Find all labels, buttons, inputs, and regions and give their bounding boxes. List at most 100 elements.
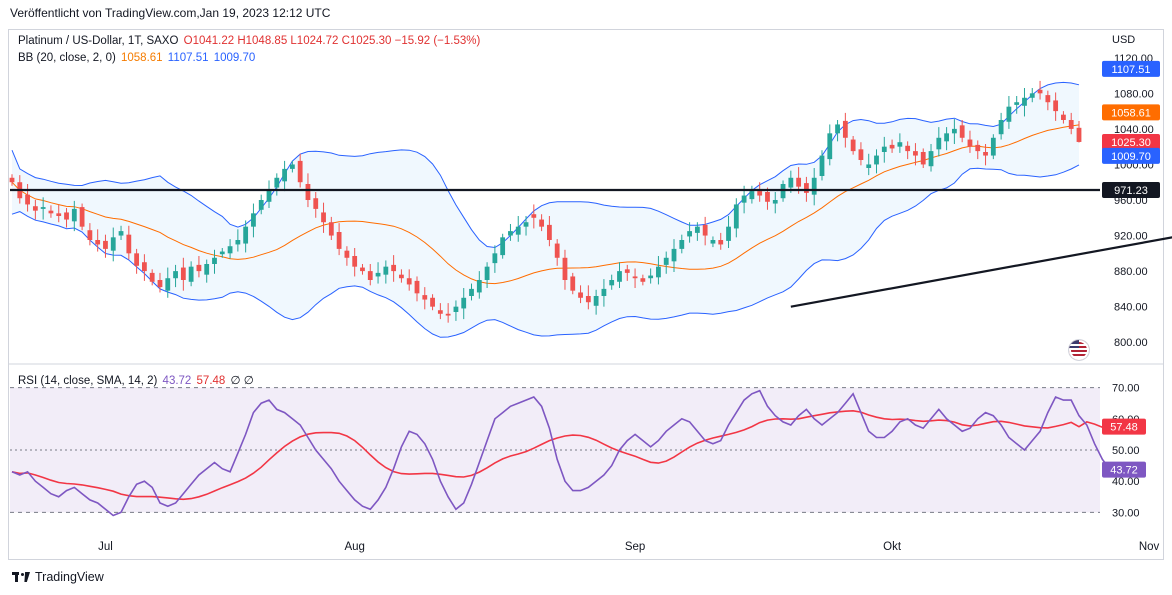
candle-body[interactable] — [360, 267, 365, 272]
candle-body[interactable] — [422, 295, 428, 300]
candle-body[interactable] — [95, 240, 101, 245]
candle-body[interactable] — [274, 177, 280, 188]
candle-body[interactable] — [546, 224, 552, 240]
candle-body[interactable] — [1076, 127, 1082, 142]
candle-body[interactable] — [103, 240, 108, 249]
candle-body[interactable] — [227, 246, 233, 254]
candle-body[interactable] — [375, 272, 381, 277]
candle-body[interactable] — [476, 280, 482, 293]
candle-body[interactable] — [515, 226, 521, 235]
candle-body[interactable] — [702, 224, 708, 236]
candle-body[interactable] — [975, 144, 981, 152]
candle-body[interactable] — [64, 212, 69, 220]
candle-body[interactable] — [811, 177, 817, 195]
candle-body[interactable] — [321, 212, 326, 223]
candle-body[interactable] — [492, 253, 498, 264]
candle-body[interactable] — [87, 230, 93, 240]
candle-body[interactable] — [399, 274, 404, 279]
candle-body[interactable] — [1037, 89, 1043, 94]
candle-body[interactable] — [578, 292, 583, 298]
candle-body[interactable] — [157, 280, 163, 288]
candle-body[interactable] — [180, 267, 186, 280]
candle-body[interactable] — [663, 257, 669, 265]
candle-body[interactable] — [1014, 102, 1020, 105]
candle-body[interactable] — [212, 257, 217, 264]
candle-body[interactable] — [944, 133, 949, 142]
candle-body[interactable] — [749, 191, 755, 200]
candle-body[interactable] — [1053, 100, 1059, 112]
candle-body[interactable] — [936, 137, 942, 150]
candle-body[interactable] — [453, 306, 459, 312]
candle-body[interactable] — [687, 231, 692, 237]
candle-body[interactable] — [741, 195, 747, 203]
candle-body[interactable] — [842, 120, 848, 138]
candle-body[interactable] — [889, 144, 895, 149]
candle-body[interactable] — [266, 189, 272, 202]
candle-body[interactable] — [71, 208, 77, 222]
candle-body[interactable] — [648, 275, 654, 279]
candle-body[interactable] — [656, 266, 661, 278]
candle-body[interactable] — [679, 240, 685, 249]
candle-body[interactable] — [827, 133, 833, 160]
bb-upper-line[interactable] — [11, 81, 1080, 249]
candle-body[interactable] — [297, 160, 303, 183]
rsi-line[interactable] — [11, 389, 1111, 517]
candle-body[interactable] — [632, 276, 638, 279]
candle-body[interactable] — [983, 152, 988, 156]
candle-body[interactable] — [32, 206, 38, 211]
candle-body[interactable] — [25, 194, 30, 205]
candle-body[interactable] — [710, 240, 716, 244]
candle-body[interactable] — [804, 183, 809, 193]
candle-body[interactable] — [383, 266, 389, 275]
candle-body[interactable] — [523, 222, 529, 227]
candle-body[interactable] — [445, 313, 451, 316]
candle-body[interactable] — [48, 210, 54, 214]
candle-body[interactable] — [126, 234, 132, 254]
candle-body[interactable] — [500, 237, 506, 256]
candle-body[interactable] — [142, 262, 147, 272]
candle-body[interactable] — [430, 297, 435, 307]
candle-body[interactable] — [733, 204, 739, 229]
candle-body[interactable] — [313, 198, 319, 209]
candle-body[interactable] — [718, 240, 724, 245]
candle-body[interactable] — [110, 237, 116, 251]
candle-body[interactable] — [772, 200, 778, 204]
candle-body[interactable] — [998, 120, 1004, 135]
us-flag-icon[interactable] — [1069, 340, 1089, 360]
candle-body[interactable] — [235, 240, 241, 245]
candle-body[interactable] — [850, 139, 856, 152]
candle-body[interactable] — [352, 256, 358, 267]
candle-body[interactable] — [367, 271, 373, 280]
chart-frame[interactable] — [8, 29, 1164, 560]
candle-body[interactable] — [959, 125, 965, 138]
candle-body[interactable] — [165, 278, 171, 291]
candle-body[interactable] — [289, 164, 295, 169]
candle-body[interactable] — [539, 219, 545, 227]
candle-body[interactable] — [1068, 120, 1074, 129]
candle-body[interactable] — [866, 164, 872, 168]
candle-body[interactable] — [585, 296, 591, 303]
candle-body[interactable] — [196, 264, 202, 272]
candle-body[interactable] — [671, 248, 677, 262]
candle-body[interactable] — [258, 200, 264, 210]
candle-body[interactable] — [173, 271, 178, 279]
candle-body[interactable] — [905, 145, 911, 152]
rsi-name[interactable]: RSI (14, close, SMA, 14, 2) — [18, 375, 158, 387]
candle-body[interactable] — [508, 231, 513, 236]
candle-body[interactable] — [243, 226, 249, 244]
footer-brand[interactable]: TradingView — [12, 570, 104, 584]
candle-body[interactable] — [305, 184, 311, 200]
candle-body[interactable] — [874, 155, 879, 165]
bb-name[interactable]: BB (20, close, 2, 0) — [18, 52, 116, 64]
candle-body[interactable] — [617, 271, 622, 282]
candle-body[interactable] — [554, 243, 560, 258]
candle-body[interactable] — [897, 142, 903, 147]
candle-body[interactable] — [461, 297, 467, 309]
candle-body[interactable] — [531, 214, 537, 218]
candle-body[interactable] — [79, 207, 85, 227]
candle-body[interactable] — [881, 146, 887, 152]
bb-basis-line[interactable] — [11, 124, 1080, 285]
candle-body[interactable] — [344, 250, 350, 258]
candle-body[interactable] — [149, 272, 155, 282]
symbol-title[interactable]: Platinum / US-Dollar, 1T, SAXO — [18, 35, 179, 47]
